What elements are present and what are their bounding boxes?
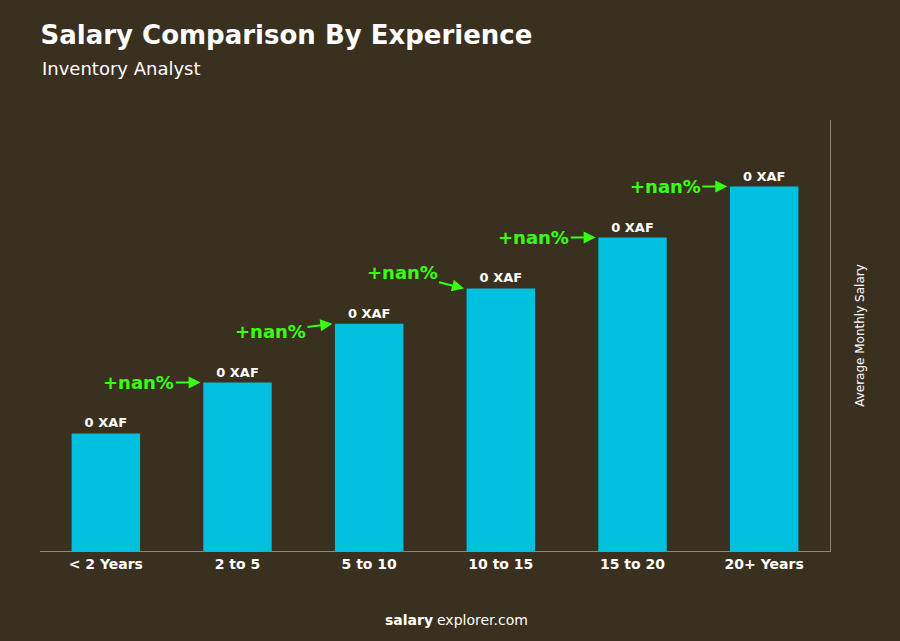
svg-text:Inventory Analyst: Inventory Analyst: [42, 58, 201, 79]
svg-text:+nan%: +nan%: [367, 262, 438, 283]
svg-text:explorer.com: explorer.com: [437, 612, 528, 628]
svg-text:+nan%: +nan%: [498, 227, 569, 248]
svg-text:2 to 5: 2 to 5: [215, 556, 261, 572]
svg-text:0 XAF: 0 XAF: [480, 270, 523, 285]
svg-text:salary: salary: [385, 612, 433, 628]
svg-text:+nan%: +nan%: [103, 372, 174, 393]
svg-text:15 to 20: 15 to 20: [600, 556, 665, 572]
svg-text:0 XAF: 0 XAF: [216, 365, 259, 380]
svg-text:+nan%: +nan%: [630, 176, 701, 197]
svg-text:0 XAF: 0 XAF: [85, 415, 128, 430]
svg-text:0 XAF: 0 XAF: [348, 306, 391, 321]
svg-text:< 2 Years: < 2 Years: [69, 556, 143, 572]
svg-text:+nan%: +nan%: [235, 321, 306, 342]
svg-text:Average Monthly Salary: Average Monthly Salary: [853, 264, 867, 407]
svg-text:20+ Years: 20+ Years: [725, 556, 804, 572]
svg-text:0 XAF: 0 XAF: [611, 220, 654, 235]
svg-text:5 to 10: 5 to 10: [342, 556, 398, 572]
svg-text:0 XAF: 0 XAF: [743, 169, 786, 184]
svg-text:Salary Comparison By Experienc: Salary Comparison By Experience: [41, 20, 533, 50]
svg-text:10 to 15: 10 to 15: [468, 556, 533, 572]
